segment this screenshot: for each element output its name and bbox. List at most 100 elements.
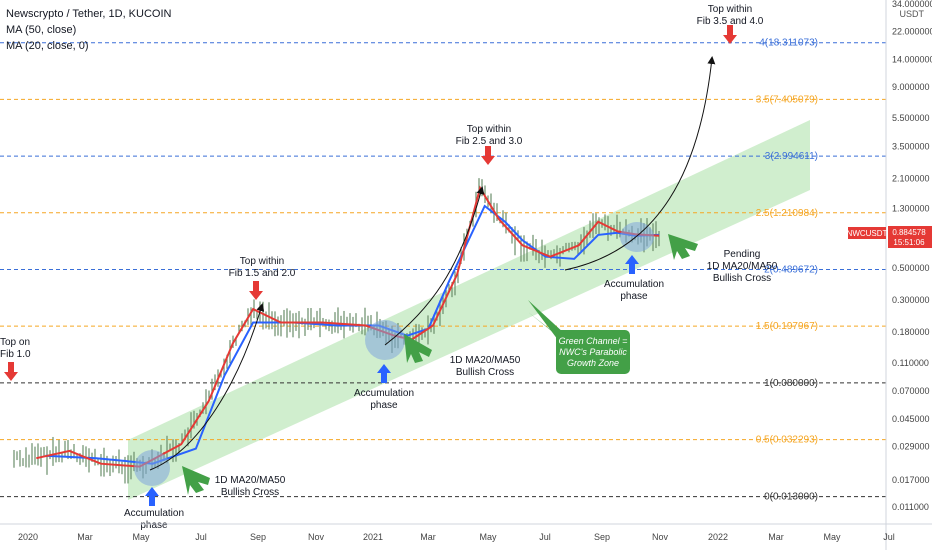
green-channel-note: Green Channel = NWC's Parabolic Growth Z… (528, 300, 630, 374)
time-tick-4: Sep (250, 532, 266, 542)
countdown: 15:51:06 (893, 238, 925, 247)
top-fib15-line2: Fib 1.5 and 2.0 (229, 268, 296, 279)
time-tick-3: Jul (195, 532, 207, 542)
ma50-legend: MA (50, close) (6, 24, 77, 36)
time-tick-2: May (132, 532, 150, 542)
cross3-line3: Bullish Cross (713, 273, 771, 284)
down-arrow-3 (481, 146, 495, 165)
price-tick-14: 0.029000 (892, 441, 930, 451)
projection-curve-2 (384, 186, 485, 346)
accum1-line2: phase (140, 520, 168, 531)
fib-levels: 4(18.311073) 3.5(7.405079) 3(2.994611) 2.5(… (0, 38, 886, 503)
time-tick-6: 2021 (363, 532, 383, 542)
accum2-line1: Accumulation (354, 388, 414, 399)
time-tick-9: Jul (539, 532, 551, 542)
accumulation-zone-3 (620, 222, 654, 252)
price-tick-12: 0.070000 (892, 386, 930, 396)
price-tick-13: 0.045000 (892, 414, 930, 424)
fib-label-8: 0(0.013000) (764, 492, 818, 503)
chart-title: Newscrypto / Tether, 1D, KUCOIN (6, 8, 172, 20)
time-tick-8: May (479, 532, 497, 542)
fib-label-6: 1(0.080000) (764, 378, 818, 389)
cross-arrow-1 (182, 466, 210, 495)
accum1-line1: Accumulation (124, 508, 184, 519)
current-price-tag: NWCUSDT 0.884578 15:51:06 (847, 226, 932, 248)
price-tick-7: 1.300000 (892, 203, 930, 213)
top-fib25-line2: Fib 2.5 and 3.0 (456, 136, 523, 147)
cross3-line1: Pending (724, 249, 761, 260)
chart-legend: Newscrypto / Tether, 1D, KUCOIN MA (50, … (6, 6, 171, 54)
up-arrow-3 (625, 255, 639, 274)
current-symbol: NWCUSDT (847, 229, 888, 238)
time-tick-13: Mar (768, 532, 784, 542)
up-arrow-1 (145, 487, 159, 506)
time-tick-0: 2020 (18, 532, 38, 542)
green-box-line-3: Growth Zone (567, 358, 619, 368)
time-tick-11: Nov (652, 532, 669, 542)
fib-label-3: 2.5(1.210984) (756, 208, 818, 219)
current-price: 0.884578 (892, 228, 926, 237)
fib-label-7: 0.5(0.032293) (756, 435, 818, 446)
price-tick-4: 5.500000 (892, 113, 930, 123)
accum2-line2: phase (370, 400, 398, 411)
top-fib25-line1: Top within (467, 124, 511, 135)
price-axis[interactable]: 34.000000 22.000000 14.000000 9.000000 5.500… (892, 0, 932, 512)
price-tick-2: 14.000000 (892, 55, 932, 65)
fib-label-4: 2(0.489672) (764, 264, 818, 275)
price-tick-9: 0.300000 (892, 295, 930, 305)
price-tick-0: 34.000000 (892, 0, 932, 9)
cross2-line2: Bullish Cross (456, 367, 514, 378)
green-box-line-1: Green Channel = (559, 336, 628, 346)
price-tick-16: 0.011000 (892, 502, 929, 512)
down-arrow-4 (723, 25, 737, 44)
fib-label-5: 1.5(0.197967) (756, 321, 818, 332)
cross-arrow-3 (668, 234, 698, 260)
top-fib35-line1: Top within (708, 4, 752, 15)
cross-arrows (182, 234, 698, 495)
annotations: Top on Fib 1.0 Top within Fib 1.5 and 2.… (0, 4, 778, 531)
price-tick-1: 22.000000 (892, 26, 932, 36)
time-axis[interactable]: 2020 Mar May Jul Sep Nov 2021 Mar May Jul Sep Nov 20… (18, 532, 895, 542)
accum3-line2: phase (620, 291, 648, 302)
price-tick-10: 0.180000 (892, 327, 930, 337)
price-unit: USDT (899, 9, 925, 19)
time-tick-14: May (823, 532, 841, 542)
accumulation-zone-1 (134, 450, 170, 486)
fib-label-2: 3(2.994611) (765, 151, 818, 162)
price-tick-3: 9.000000 (892, 82, 930, 92)
time-tick-1: Mar (77, 532, 93, 542)
up-arrow-2 (377, 364, 391, 383)
fib-label-0: 4(18.311073) (759, 38, 818, 49)
cross-arrow-2 (404, 334, 432, 363)
price-tick-15: 0.017000 (892, 475, 930, 485)
price-tick-6: 2.100000 (892, 173, 930, 183)
top-fib35-line2: Fib 3.5 and 4.0 (697, 16, 764, 27)
accumulation-zone-2 (365, 320, 405, 360)
down-arrow-2 (249, 281, 263, 300)
price-tick-8: 0.500000 (892, 263, 930, 273)
green-channel (128, 120, 810, 500)
cross1-line2: Bullish Cross (221, 487, 279, 498)
fib-label-1: 3.5(7.405079) (756, 94, 818, 105)
accumulation-arrows (145, 255, 639, 506)
accum3-line1: Accumulation (604, 279, 664, 290)
projection-curve-1 (149, 303, 265, 471)
top-fib1-line2: Fib 1.0 (0, 349, 31, 360)
time-tick-10: Sep (594, 532, 610, 542)
ma20-legend: MA (20, close, 0) (6, 40, 89, 52)
down-arrow-1 (4, 362, 18, 381)
cross1-line1: 1D MA20/MA50 (215, 475, 286, 486)
price-tick-11: 0.110000 (892, 358, 929, 368)
time-tick-12: 2022 (708, 532, 728, 542)
price-tick-5: 3.500000 (892, 141, 930, 151)
cross3-line2: 1D MA20/MA50 (707, 261, 778, 272)
top-fib1-line1: Top on (0, 337, 30, 348)
top-fib15-line1: Top within (240, 256, 284, 267)
time-tick-7: Mar (420, 532, 436, 542)
top-arrows (4, 25, 737, 381)
cross2-line1: 1D MA20/MA50 (450, 355, 521, 366)
green-box-line-2: NWC's Parabolic (559, 347, 627, 357)
time-tick-5: Nov (308, 532, 325, 542)
projection-curve-3 (564, 56, 716, 271)
